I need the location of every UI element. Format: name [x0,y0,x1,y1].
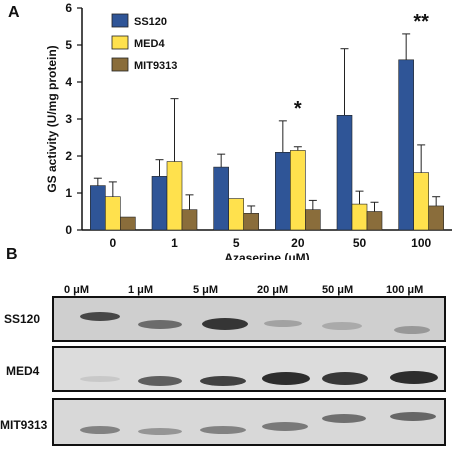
band [138,320,182,329]
band [390,371,438,384]
bar-mit9313-5 [243,213,259,231]
x-tick-label: 1 [171,236,178,250]
y-tick-label: 0 [65,223,72,237]
conc-label-3: 20 μM [257,284,289,296]
blot-row-label-mit9313: MIT9313 [0,418,48,432]
bar-med4-1 [166,161,183,231]
conc-label-4: 50 μM [322,284,354,296]
blot-strip-ss120 [52,296,446,342]
legend-label-med4: MED4 [134,38,165,50]
band [394,326,430,334]
panel-a-letter: A [8,4,20,21]
blot-row-label-ss120: SS120 [4,312,41,326]
band [390,412,436,421]
blot-row-label-med4: MED4 [6,364,40,378]
y-tick-label: 4 [65,75,72,89]
bar-ss120-5 [213,166,229,231]
x-tick-label: 100 [411,236,431,250]
panel-b-letter: B [6,246,18,263]
significance-annotation: * [294,98,302,120]
bar-med4-20 [290,150,306,231]
bar-mit9313-50 [366,211,383,231]
bar-mit9313-100 [428,205,444,231]
conc-label-5: 100 μM [386,284,424,296]
x-tick-label: 5 [233,236,240,250]
bar-mit9313-1 [181,209,198,231]
band [80,312,120,321]
x-tick-label: 0 [109,236,116,250]
conc-label-2: 5 μM [193,284,219,296]
legend-label-mit9313: MIT9313 [134,60,177,72]
bar-ss120-0 [90,185,106,231]
y-tick-label: 2 [65,149,72,163]
legend-swatch-med4 [111,35,129,50]
bar-ss120-50 [336,115,353,231]
band [262,422,308,431]
bar-mit9313-20 [305,209,321,231]
conc-label-1: 1 μM [128,284,154,296]
band [264,320,302,327]
y-tick-label: 3 [65,112,72,126]
legend-label-ss120: SS120 [134,16,167,28]
band [322,372,368,385]
blot-strip-mit9313 [52,398,446,446]
bar-ss120-100 [398,59,414,231]
band [262,372,310,385]
band [80,376,120,382]
y-tick-label: 5 [65,38,72,52]
gs-activity-bar-chart: 0 1 2 3 4 5 6 GS activity (U/mg protein) 0 1 5 20 50… [45,1,452,260]
band [138,428,182,435]
y-tick-label: 6 [65,1,72,15]
conc-label-0: 0 μM [64,284,90,296]
x-axis-label: Azaserine (μM) [224,251,309,260]
x-tick-label: 50 [353,236,367,250]
significance-annotation: ** [413,11,429,33]
band [200,426,246,434]
blot-strip-med4 [52,346,446,392]
legend-swatch-mit9313 [111,57,129,72]
band [200,376,246,386]
band [80,426,120,434]
bar-med4-5 [228,198,244,231]
x-tick-label: 20 [291,236,305,250]
band [322,322,362,330]
legend-swatch-ss120 [111,13,129,28]
band [138,376,182,386]
bar-med4-100 [413,172,429,231]
bar-ss120-20 [275,152,291,231]
bar-med4-0 [105,196,121,231]
band [322,414,366,423]
y-tick-label: 1 [65,186,72,200]
y-axis-label: GS activity (U/mg protein) [45,45,59,192]
bar-ss120-1 [151,176,168,231]
band [202,318,248,330]
bar-med4-50 [351,203,368,231]
bar-mit9313-0 [120,216,136,231]
